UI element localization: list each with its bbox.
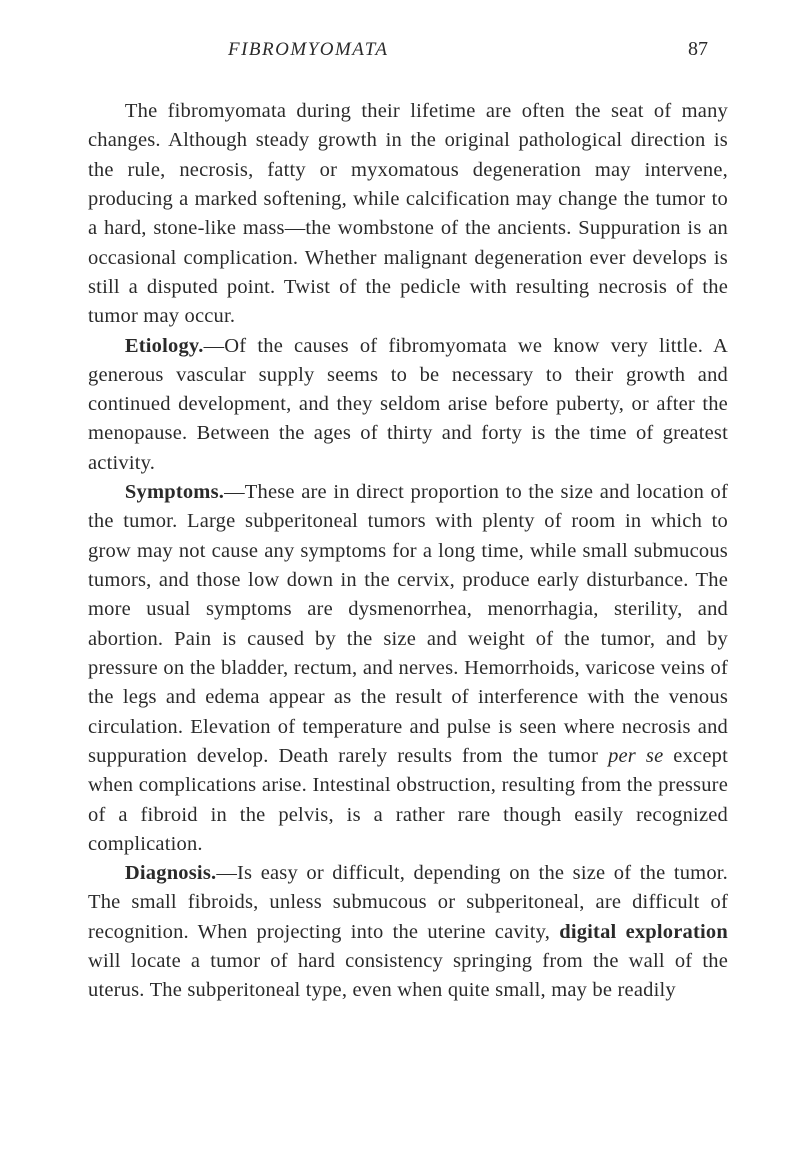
p1-text: The fibromyomata during their lifetime a… xyxy=(88,100,728,327)
p3-text-a: —These are in direct proportion to the s… xyxy=(88,481,728,767)
paragraph-3: Symptoms.—These are in direct proportion… xyxy=(88,478,728,859)
p4-bold-2: digital exploration xyxy=(559,921,728,943)
p2-lead: Etiology. xyxy=(125,335,204,357)
p3-lead: Symptoms. xyxy=(125,481,224,503)
running-title: FIBROMYOMATA xyxy=(228,39,388,61)
p4-text-b: will locate a tumor of hard consistency … xyxy=(88,950,728,1001)
p4-lead: Diagnosis. xyxy=(125,862,216,884)
page-number: 87 xyxy=(688,38,708,61)
paragraph-2: Etiology.—Of the causes of fibromyomata … xyxy=(88,332,728,479)
paragraph-1: The fibromyomata during their lifetime a… xyxy=(88,97,728,332)
body-text: The fibromyomata during their lifetime a… xyxy=(88,97,728,1006)
paragraph-4: Diagnosis.—Is easy or difficult, dependi… xyxy=(88,859,728,1006)
page-header: FIBROMYOMATA 87 xyxy=(88,38,728,61)
p3-italic: per se xyxy=(608,745,663,767)
